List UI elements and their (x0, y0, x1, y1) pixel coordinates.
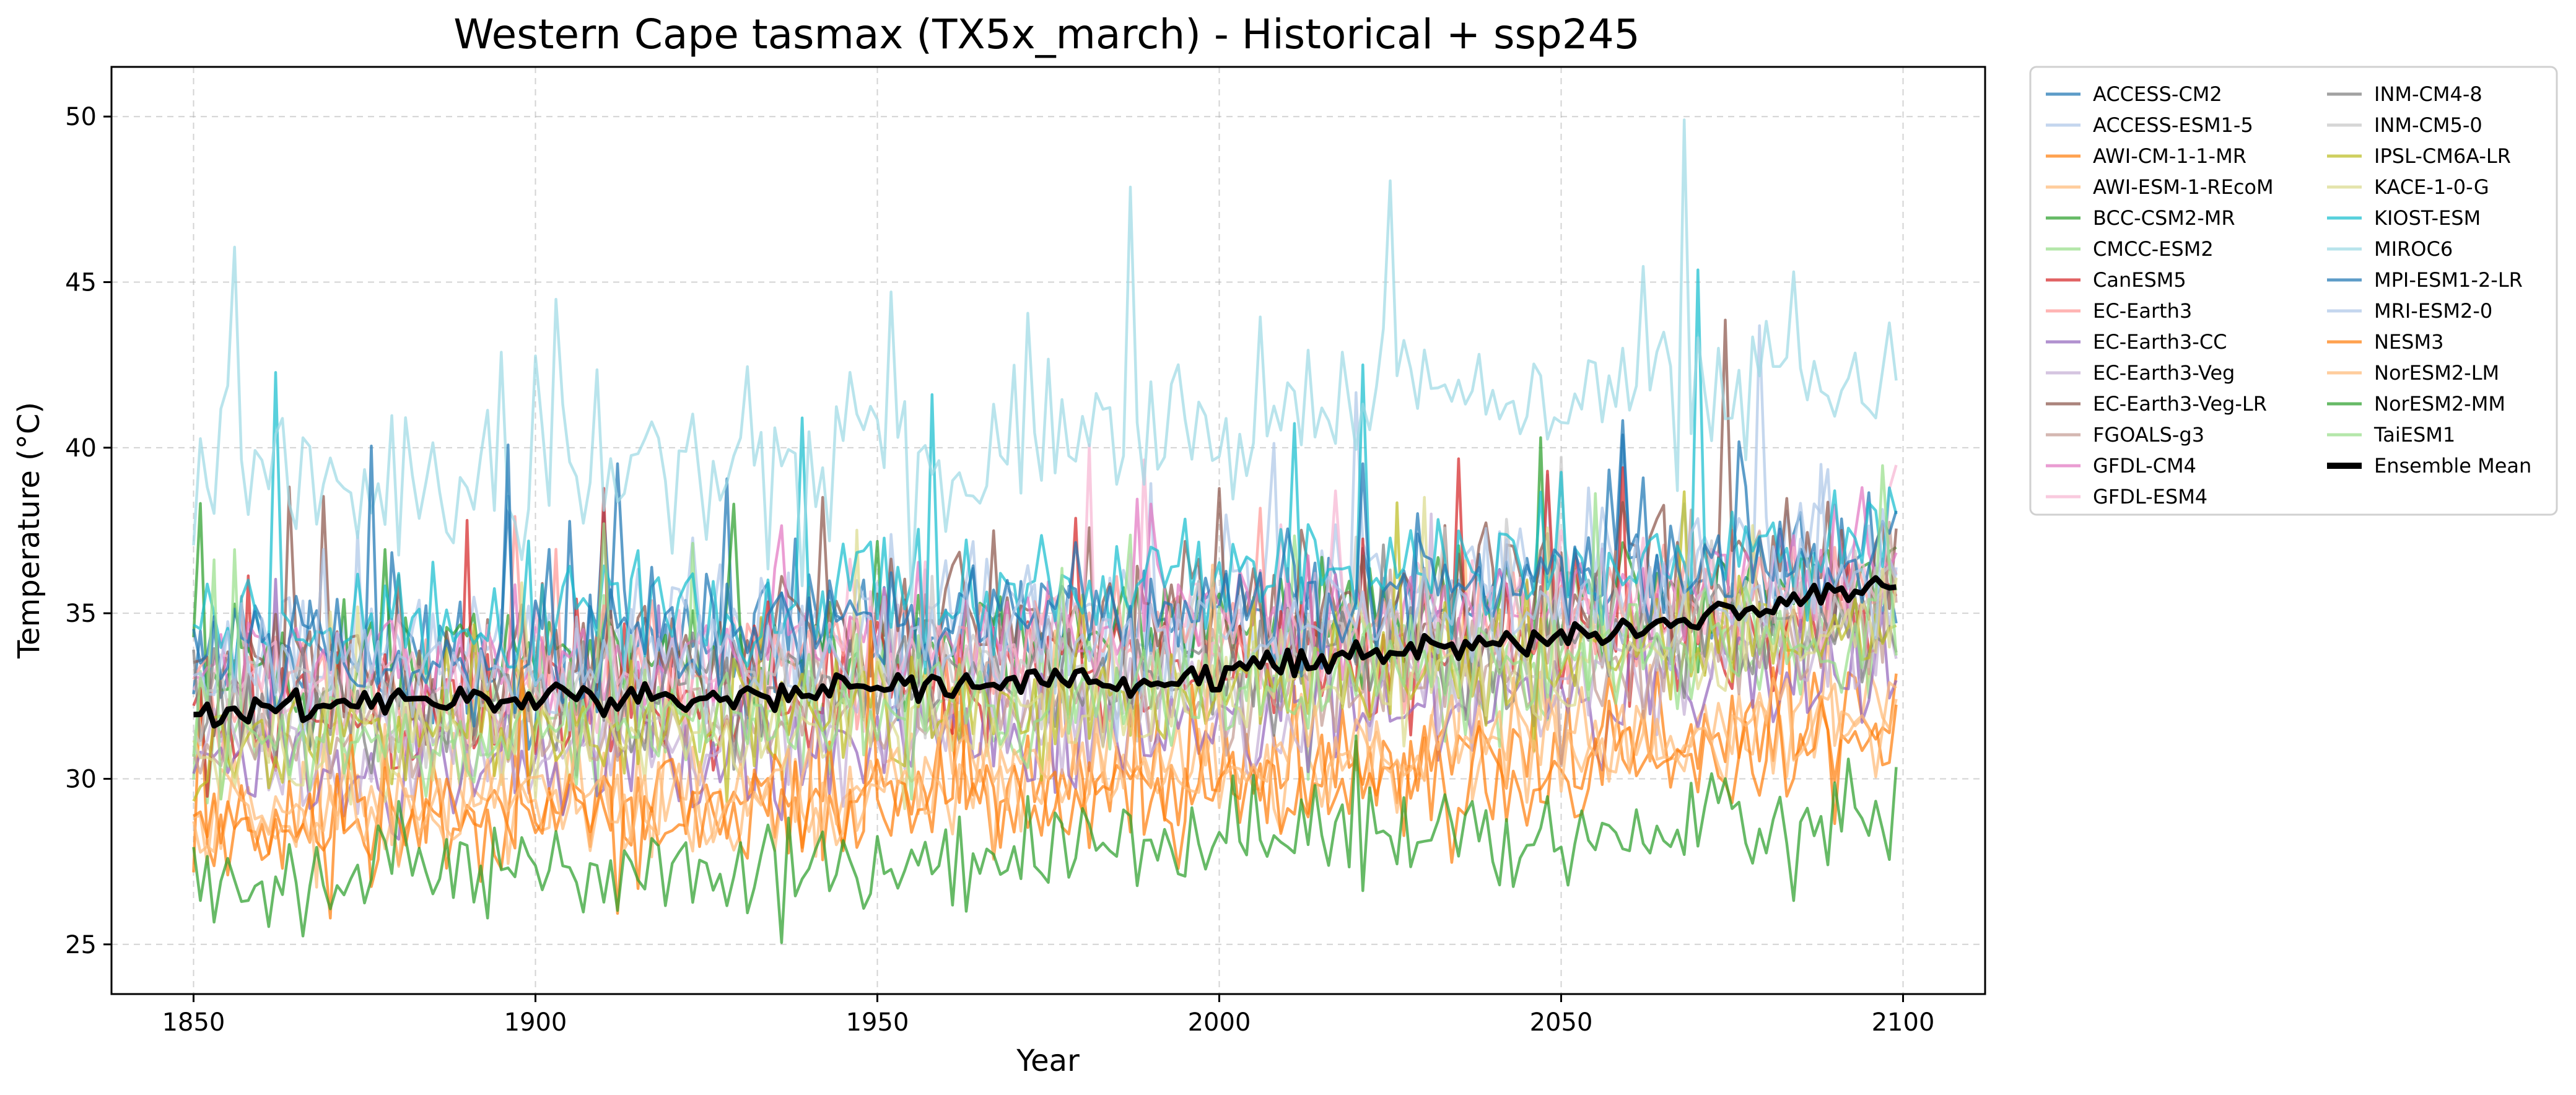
x-tick-label: 2050 (1530, 1008, 1593, 1037)
legend-label: MRI-ESM2-0 (2374, 299, 2492, 323)
legend-label: FGOALS-g3 (2093, 423, 2204, 447)
series-line-nesm3 (193, 619, 1898, 915)
legend-item: MRI-ESM2-0 (2327, 299, 2492, 323)
legend-item: GFDL-ESM4 (2046, 485, 2207, 508)
legend-item: NorESM2-LM (2327, 361, 2499, 385)
x-tick-label: 1850 (162, 1008, 225, 1037)
legend-label: AWI-ESM-1-REcoM (2093, 175, 2274, 199)
legend-label: NorESM2-MM (2374, 392, 2505, 416)
legend-item: ACCESS-CM2 (2046, 82, 2222, 106)
legend-item: TaiESM1 (2327, 423, 2455, 447)
legend-label: GFDL-CM4 (2093, 454, 2196, 478)
legend-label: MIROC6 (2374, 237, 2453, 261)
legend-label: NorESM2-LM (2374, 361, 2499, 385)
y-tick-label: 25 (65, 931, 97, 959)
legend-item: INM-CM4-8 (2327, 82, 2482, 106)
legend-label: INM-CM4-8 (2374, 82, 2482, 106)
legend-label: EC-Earth3 (2093, 299, 2192, 323)
legend-item: EC-Earth3-CC (2046, 330, 2227, 354)
chart-title: Western Cape tasmax (TX5x_march) - Histo… (453, 11, 1640, 58)
legend-label: KIOST-ESM (2374, 206, 2481, 230)
legend-label: GFDL-ESM4 (2093, 485, 2207, 508)
legend-item: CMCC-ESM2 (2046, 237, 2214, 261)
legend-label: KACE-1-0-G (2374, 175, 2489, 199)
legend-item: CanESM5 (2046, 268, 2186, 292)
y-tick-label: 45 (65, 269, 97, 297)
legend-label: CanESM5 (2093, 268, 2186, 292)
y-tick-label: 30 (65, 765, 97, 793)
y-axis-ticks: 25 30 35 40 45 50 (65, 103, 111, 959)
x-tick-label: 1950 (846, 1008, 909, 1037)
x-axis-ticks: 1850 1900 1950 2000 2050 2100 (162, 994, 1935, 1037)
y-tick-label: 50 (65, 103, 97, 131)
x-tick-label: 2000 (1188, 1008, 1251, 1037)
x-tick-label: 2100 (1872, 1008, 1935, 1037)
legend-item: FGOALS-g3 (2046, 423, 2204, 447)
legend-item: EC-Earth3-Veg (2046, 361, 2235, 385)
legend-item: GFDL-CM4 (2046, 454, 2196, 478)
legend-item: EC-Earth3-Veg-LR (2046, 392, 2267, 416)
series-line-noresm2-mm (192, 734, 1898, 944)
y-axis-title: Temperature (°C) (12, 402, 46, 659)
legend-item: BCC-CSM2-MR (2046, 206, 2235, 230)
x-tick-label: 1900 (504, 1008, 567, 1037)
legend-label: BCC-CSM2-MR (2093, 206, 2235, 230)
legend-item: Ensemble Mean (2327, 454, 2531, 478)
ensemble-mean-layer (193, 575, 1897, 729)
series-layer (192, 118, 1898, 944)
y-tick-label: 40 (65, 434, 97, 463)
series-line-awi-esm-1-recom (193, 559, 1898, 889)
legend-frame (2029, 66, 2558, 516)
y-tick-label: 35 (65, 600, 97, 628)
legend-item: AWI-CM-1-1-MR (2046, 144, 2246, 168)
ensemble-mean-line (193, 575, 1897, 729)
legend-label: ACCESS-ESM1-5 (2093, 113, 2253, 137)
legend-label: AWI-CM-1-1-MR (2093, 144, 2246, 168)
series-line-noresm2-lm (192, 564, 1897, 858)
legend-item: KACE-1-0-G (2327, 175, 2489, 199)
legend: ACCESS-CM2 ACCESS-ESM1-5 AWI-CM-1-1-MR AWI-… (2029, 66, 2558, 516)
legend-label: INM-CM5-0 (2374, 113, 2482, 137)
series-line-mri-esm2-0 (193, 463, 1898, 743)
legend-item: NESM3 (2327, 330, 2443, 354)
legend-item: MIROC6 (2327, 237, 2453, 261)
x-axis-title: Year (1016, 1044, 1080, 1078)
series-line-taiesm1 (192, 464, 1898, 801)
legend-item: IPSL-CM6A-LR (2327, 144, 2511, 168)
legend-label: TaiESM1 (2373, 423, 2455, 447)
legend-item: AWI-ESM-1-REcoM (2046, 175, 2274, 199)
legend-label: MPI-ESM1-2-LR (2374, 268, 2523, 292)
legend-item: KIOST-ESM (2327, 206, 2481, 230)
legend-label: IPSL-CM6A-LR (2374, 144, 2511, 168)
plot-area (110, 66, 1986, 995)
legend-label: EC-Earth3-Veg-LR (2093, 392, 2267, 416)
series-line-mpi-esm1-2-lr (192, 419, 1898, 728)
legend-item: INM-CM5-0 (2327, 113, 2482, 137)
legend-label: EC-Earth3-CC (2093, 330, 2227, 354)
legend-items: ACCESS-CM2 ACCESS-ESM1-5 AWI-CM-1-1-MR AWI-… (2046, 82, 2531, 508)
series-line-kiost-esm (193, 268, 1898, 687)
legend-label: ACCESS-CM2 (2093, 82, 2222, 106)
legend-label: EC-Earth3-Veg (2093, 361, 2235, 385)
series-line-miroc6 (192, 118, 1898, 604)
legend-item: EC-Earth3 (2046, 299, 2192, 323)
legend-item: NorESM2-MM (2327, 392, 2505, 416)
legend-item: MPI-ESM1-2-LR (2327, 268, 2523, 292)
legend-item: ACCESS-ESM1-5 (2046, 113, 2253, 137)
plot-frame (110, 66, 1986, 995)
legend-label: Ensemble Mean (2374, 454, 2531, 478)
legend-label: CMCC-ESM2 (2093, 237, 2214, 261)
legend-label: NESM3 (2374, 330, 2443, 354)
